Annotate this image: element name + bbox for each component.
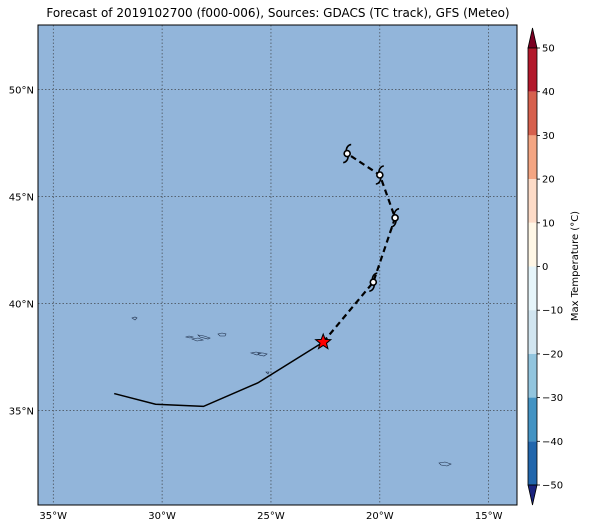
lat-tick-label: 40°N (9, 300, 34, 311)
island-outline (131, 316, 138, 321)
colorbar-extend-bottom (527, 484, 538, 506)
storm-track (114, 143, 400, 408)
colorbar-segment (528, 397, 537, 442)
colorbar-segment (528, 353, 537, 398)
colorbar-tick-label: 50 (542, 44, 555, 55)
island-outline (217, 332, 227, 337)
colorbar-tick-label: −10 (542, 306, 563, 317)
colorbar-segment (528, 179, 537, 223)
colorbar-extend-top (527, 27, 538, 49)
colorbar-tick-label: 40 (542, 87, 555, 98)
cyclone-symbol-icon (375, 165, 384, 185)
map-gridlines (38, 25, 517, 505)
colorbar-tick-label: 0 (542, 262, 548, 273)
island-outline (197, 334, 211, 340)
past-track-line (114, 341, 324, 408)
lon-tick-label: 35°W (39, 511, 67, 522)
colorbar-tick-label: −40 (542, 437, 563, 448)
colorbar-segment (528, 135, 537, 180)
island-outline (265, 371, 270, 375)
cyclone-symbol-icon (369, 272, 378, 292)
colorbar-tick-label: −30 (542, 393, 563, 404)
current-position-star-icon (314, 332, 333, 350)
island-outlines (131, 316, 452, 467)
colorbar-segment (528, 266, 537, 311)
colorbar-segment (528, 222, 537, 267)
island-outline (438, 461, 452, 467)
lon-tick-label: 30°W (148, 511, 176, 522)
colorbar-segment (528, 91, 537, 136)
lat-tick-label: 35°N (9, 407, 34, 418)
colorbar-tick-label: 30 (542, 131, 555, 142)
lat-tick-label: 45°N (9, 192, 34, 203)
axis-ticks: 35°W 30°W 25°W 20°W 15°W 35°N 40°N 45°N 50°N (9, 85, 503, 522)
cyclone-symbol-icon (343, 143, 352, 164)
colorbar-tick-label: 20 (542, 175, 555, 186)
colorbar-label: Max Temperature (°C) (570, 211, 581, 321)
colorbar-tick-label: −50 (542, 481, 563, 492)
lon-tick-label: 15°W (475, 511, 503, 522)
map-title: Forecast of 2019102700 (f000-006), Sourc… (46, 6, 510, 20)
lon-tick-label: 20°W (366, 511, 394, 522)
forecast-track-line (322, 152, 397, 343)
lat-tick-label: 50°N (9, 85, 34, 96)
colorbar-segment (528, 441, 537, 485)
island-outline (190, 337, 205, 342)
ocean-background (38, 25, 517, 505)
lon-tick-label: 25°W (257, 511, 285, 522)
colorbar: 50 40 30 20 10 0 −10 −20 −30 −40 −50 (527, 27, 563, 506)
colorbar-segment (528, 310, 537, 354)
island-outline (257, 352, 268, 357)
cyclone-symbol-icon (390, 208, 400, 228)
colorbar-segment (528, 48, 537, 92)
colorbar-tick-label: −20 (542, 349, 563, 360)
colorbar-tick-label: 10 (542, 218, 555, 229)
map-frame (37, 24, 518, 506)
island-outline (184, 335, 195, 339)
